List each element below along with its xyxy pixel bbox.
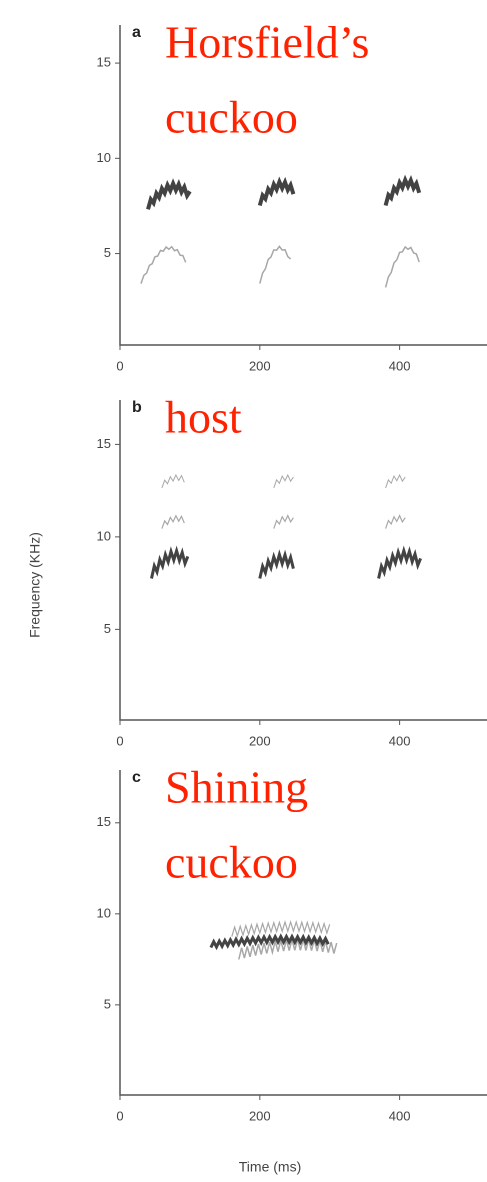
panel-letter: a	[132, 24, 141, 41]
x-axis-label: Time (ms)	[239, 1159, 301, 1175]
y-tick-label: 10	[97, 150, 111, 165]
panel: 5 10 15 0 200 400 c Shining cuckoo Time (ms)	[97, 762, 487, 1175]
annotation: cuckoo	[165, 92, 298, 143]
x-tick-label: 200	[249, 358, 271, 373]
panel: 5 10 15 0 200 400 a Horsfield’s cuckoo	[97, 17, 487, 373]
spectrogram-trace	[273, 473, 294, 489]
spectrogram-trace	[161, 473, 185, 489]
spectrogram-trace	[384, 245, 420, 288]
y-tick-label: 5	[104, 621, 111, 636]
annotation: Shining	[165, 762, 308, 813]
spectrogram-trace	[377, 545, 422, 579]
y-axis-label: Frequency (KHz)	[27, 532, 43, 638]
spectrogram-trace	[257, 176, 296, 207]
x-tick-label: 400	[389, 358, 411, 373]
spectrogram-trace	[209, 933, 330, 951]
y-tick-label: 10	[97, 528, 111, 543]
spectrogram-trace	[385, 473, 406, 489]
panel: 5 10 15 0 200 400 b host Frequency (KHz)	[27, 392, 487, 748]
panel-letter: c	[132, 769, 141, 786]
annotation: host	[165, 392, 242, 443]
y-tick-label: 5	[104, 245, 111, 260]
x-tick-label: 200	[249, 733, 271, 748]
y-tick-label: 10	[97, 905, 111, 920]
spectrogram-trace	[258, 549, 295, 579]
spectrogram-trace	[383, 174, 422, 207]
panel-letter: b	[132, 399, 142, 416]
x-tick-label: 200	[249, 1108, 271, 1123]
spectrogram-trace	[161, 514, 185, 529]
y-tick-label: 15	[97, 814, 111, 829]
spectrogram-trace	[140, 245, 187, 284]
spectrogram-trace	[146, 178, 192, 210]
y-tick-label: 5	[104, 996, 111, 1011]
x-tick-label: 0	[116, 358, 123, 373]
y-tick-label: 15	[97, 436, 111, 451]
spectrogram-trace	[231, 919, 331, 938]
axis-line	[119, 770, 487, 1096]
annotation: cuckoo	[165, 837, 298, 888]
spectrogram-trace	[273, 514, 294, 529]
x-tick-label: 400	[389, 733, 411, 748]
spectrogram-trace	[385, 514, 406, 529]
x-tick-label: 400	[389, 1108, 411, 1123]
spectrogram-trace	[150, 545, 190, 579]
x-tick-label: 0	[116, 733, 123, 748]
x-tick-label: 0	[116, 1108, 123, 1123]
annotation: Horsfield’s	[165, 17, 369, 68]
spectrogram-trace	[238, 939, 338, 960]
spectrogram-trace	[259, 245, 292, 284]
y-tick-label: 15	[97, 55, 111, 70]
